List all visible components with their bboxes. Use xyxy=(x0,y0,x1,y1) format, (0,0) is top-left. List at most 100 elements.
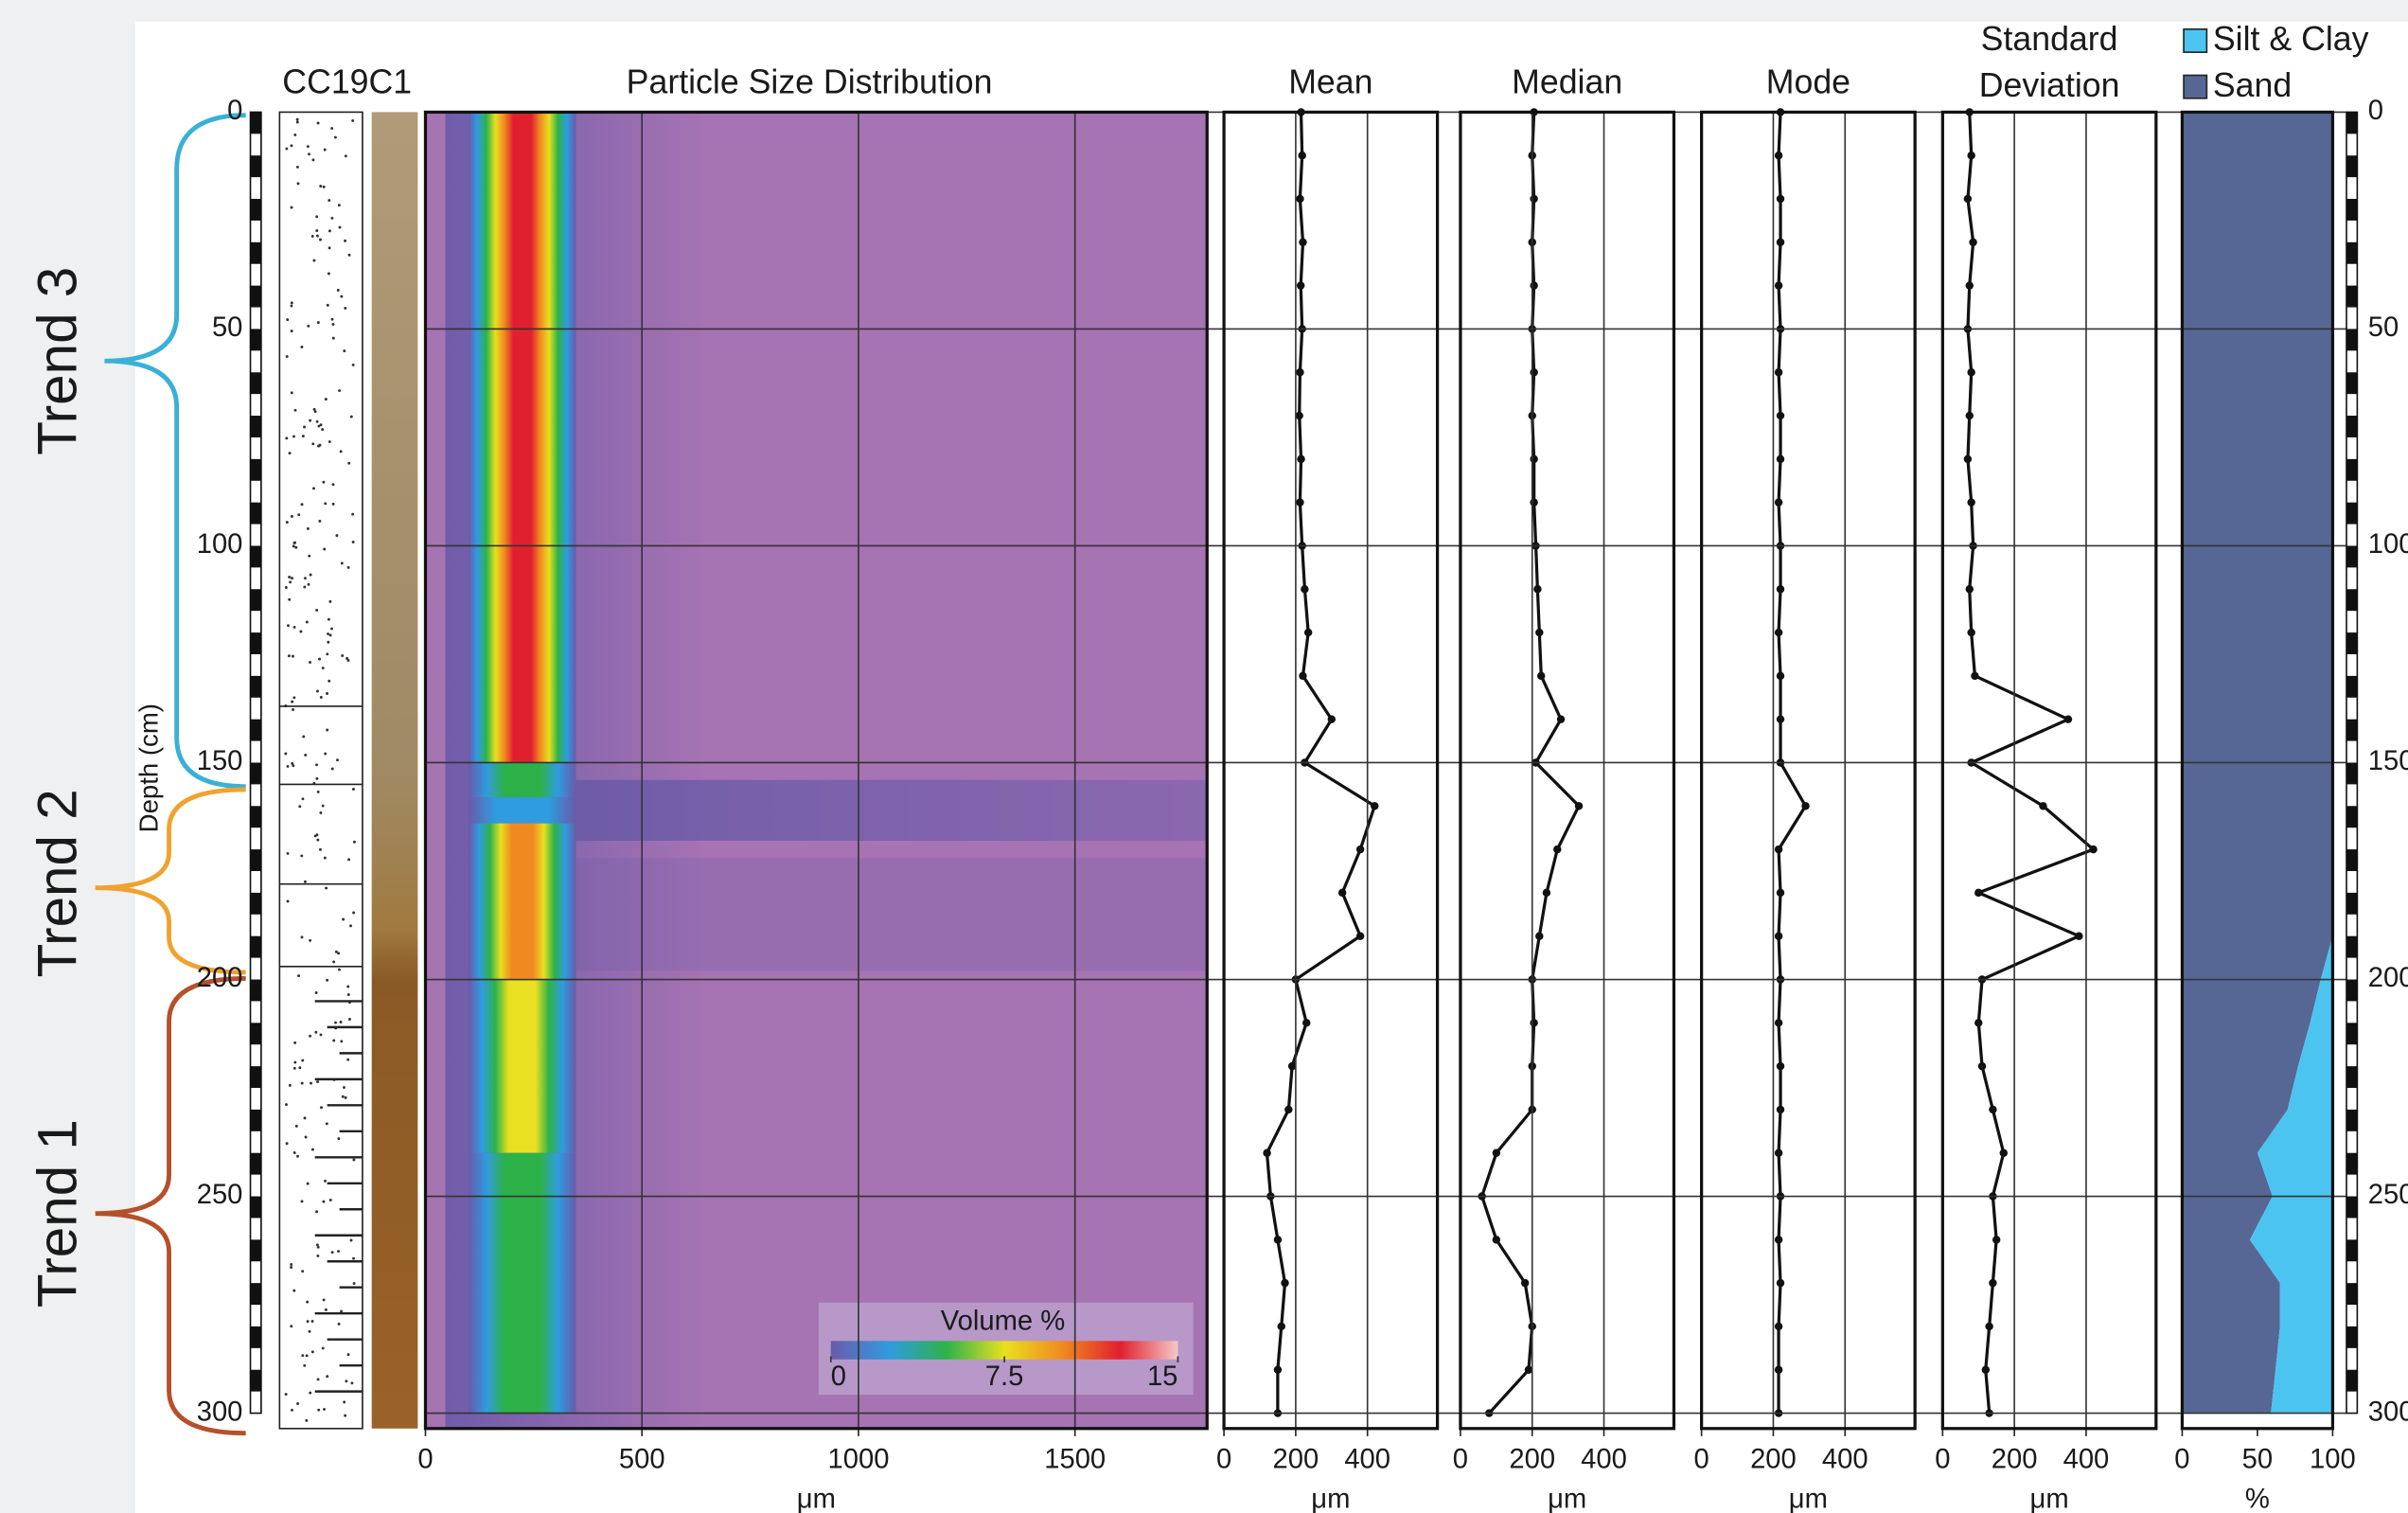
x-tick-label: 400 xyxy=(1344,1445,1390,1475)
lithology-dot xyxy=(303,425,307,429)
lithology-dot xyxy=(315,1243,319,1247)
depth-tick-label: 0 xyxy=(2368,96,2383,126)
lithology-dot xyxy=(300,854,304,858)
data-point xyxy=(1530,1019,1538,1027)
depth-ruler-segment xyxy=(2346,979,2358,1002)
data-point xyxy=(1977,1061,1987,1071)
lithology-dot xyxy=(286,318,290,322)
data-point xyxy=(1574,802,1584,810)
depth-ruler-segment xyxy=(250,1023,261,1045)
x-tick-label: 400 xyxy=(1822,1445,1868,1475)
lithology-dot xyxy=(345,1380,348,1383)
lithology-dot xyxy=(287,654,291,658)
data-point xyxy=(1776,1061,1785,1071)
depth-ruler-segment xyxy=(250,806,261,828)
core-label: CC19C1 xyxy=(282,63,412,101)
heatmap-core xyxy=(468,823,576,980)
lithology-dot xyxy=(285,355,289,358)
lithology-dot xyxy=(293,408,297,412)
lithology-dot xyxy=(340,1040,344,1043)
x-axis-label: μm xyxy=(2030,1485,2069,1513)
lithology-dot xyxy=(330,1251,334,1255)
depth-tick-label: 200 xyxy=(197,963,243,993)
depth-tick-label: 250 xyxy=(2368,1180,2408,1210)
lithology-dot xyxy=(309,1034,312,1038)
x-tick-label: 50 xyxy=(2242,1445,2273,1475)
lithology-dot xyxy=(305,1354,309,1358)
data-point xyxy=(1985,1322,1993,1331)
lithology-dot xyxy=(308,554,311,558)
lithology-dot xyxy=(344,154,347,158)
lithology-dot xyxy=(318,847,322,851)
data-point xyxy=(1967,628,1975,637)
lithology-dot xyxy=(292,435,295,438)
lithology-dot xyxy=(349,1238,353,1242)
lithology-dot xyxy=(290,144,293,148)
lithology-dot xyxy=(326,692,329,695)
x-tick-label: 100 xyxy=(2310,1445,2356,1475)
data-point xyxy=(1801,802,1810,810)
depth-ruler-segment xyxy=(2346,1109,2358,1131)
lithology-dot xyxy=(295,165,299,169)
lithology-dot xyxy=(330,317,334,321)
lithology-dot xyxy=(309,418,312,422)
lithology-dot xyxy=(314,1030,318,1034)
heatmap-core xyxy=(468,1152,576,1414)
lithology-dot xyxy=(339,1021,343,1024)
data-point xyxy=(1974,1019,1983,1027)
lithology-dot xyxy=(292,1066,296,1070)
lithology-dot xyxy=(322,1200,326,1203)
depth-tick-label: 150 xyxy=(197,746,243,776)
lithology-dot xyxy=(284,586,288,589)
lithology-dot xyxy=(351,541,355,543)
x-tick-label: 400 xyxy=(1581,1445,1627,1475)
lithology-dot xyxy=(316,1245,320,1249)
lithology-dot xyxy=(285,1103,288,1107)
lithology-dot xyxy=(306,1320,310,1324)
lithology-dot xyxy=(301,435,305,438)
lithology-dot xyxy=(310,235,314,238)
x-tick-label: 0 xyxy=(1453,1445,1468,1475)
lithology-dot xyxy=(310,1350,314,1354)
depth-ruler-segment xyxy=(2346,849,2358,871)
lithology-dot xyxy=(316,790,320,793)
lithology-dot xyxy=(340,1309,344,1313)
lithology-dot xyxy=(303,1363,307,1367)
lithology-dot xyxy=(324,1179,328,1183)
lithology-dot xyxy=(330,216,334,220)
x-tick-label: 0 xyxy=(1216,1445,1231,1475)
legend-swatch xyxy=(2183,74,2208,99)
depth-tick-label: 100 xyxy=(197,529,243,560)
chart-title: Mean xyxy=(1288,63,1372,101)
lithology-dot xyxy=(312,407,316,411)
x-axis-label: μm xyxy=(797,1485,836,1513)
lithology-dot xyxy=(301,1270,305,1273)
lithology-dot xyxy=(315,763,319,767)
data-point xyxy=(1969,238,1977,247)
data-point xyxy=(1776,585,1785,594)
data-point xyxy=(1542,888,1551,898)
lithology-dot xyxy=(346,993,350,996)
lithology-dot xyxy=(322,480,326,484)
lithology-dot xyxy=(352,1158,356,1162)
data-point xyxy=(1971,671,1979,681)
lithology-dot xyxy=(335,534,339,538)
data-point xyxy=(1536,671,1546,681)
lithology-dot xyxy=(324,502,328,506)
depth-axis-label: Depth (cm) xyxy=(133,703,163,832)
lithology-dot xyxy=(290,514,293,518)
lithology-dot xyxy=(328,229,331,233)
x-axis-label: μm xyxy=(1789,1485,1828,1513)
depth-tick-label: 50 xyxy=(2368,312,2399,343)
lithology-dot xyxy=(287,624,290,628)
depth-tick-label: 250 xyxy=(197,1180,243,1210)
data-point xyxy=(1774,628,1783,637)
lithology-dot xyxy=(321,428,325,432)
lithology-dot xyxy=(327,632,330,635)
lithology-dot xyxy=(316,1378,320,1381)
lithology-dot xyxy=(301,1059,305,1062)
lithology-dot xyxy=(293,134,297,136)
lithology-dot xyxy=(291,1408,293,1412)
colorbar xyxy=(830,1341,1178,1360)
depth-ruler-segment xyxy=(250,545,261,568)
